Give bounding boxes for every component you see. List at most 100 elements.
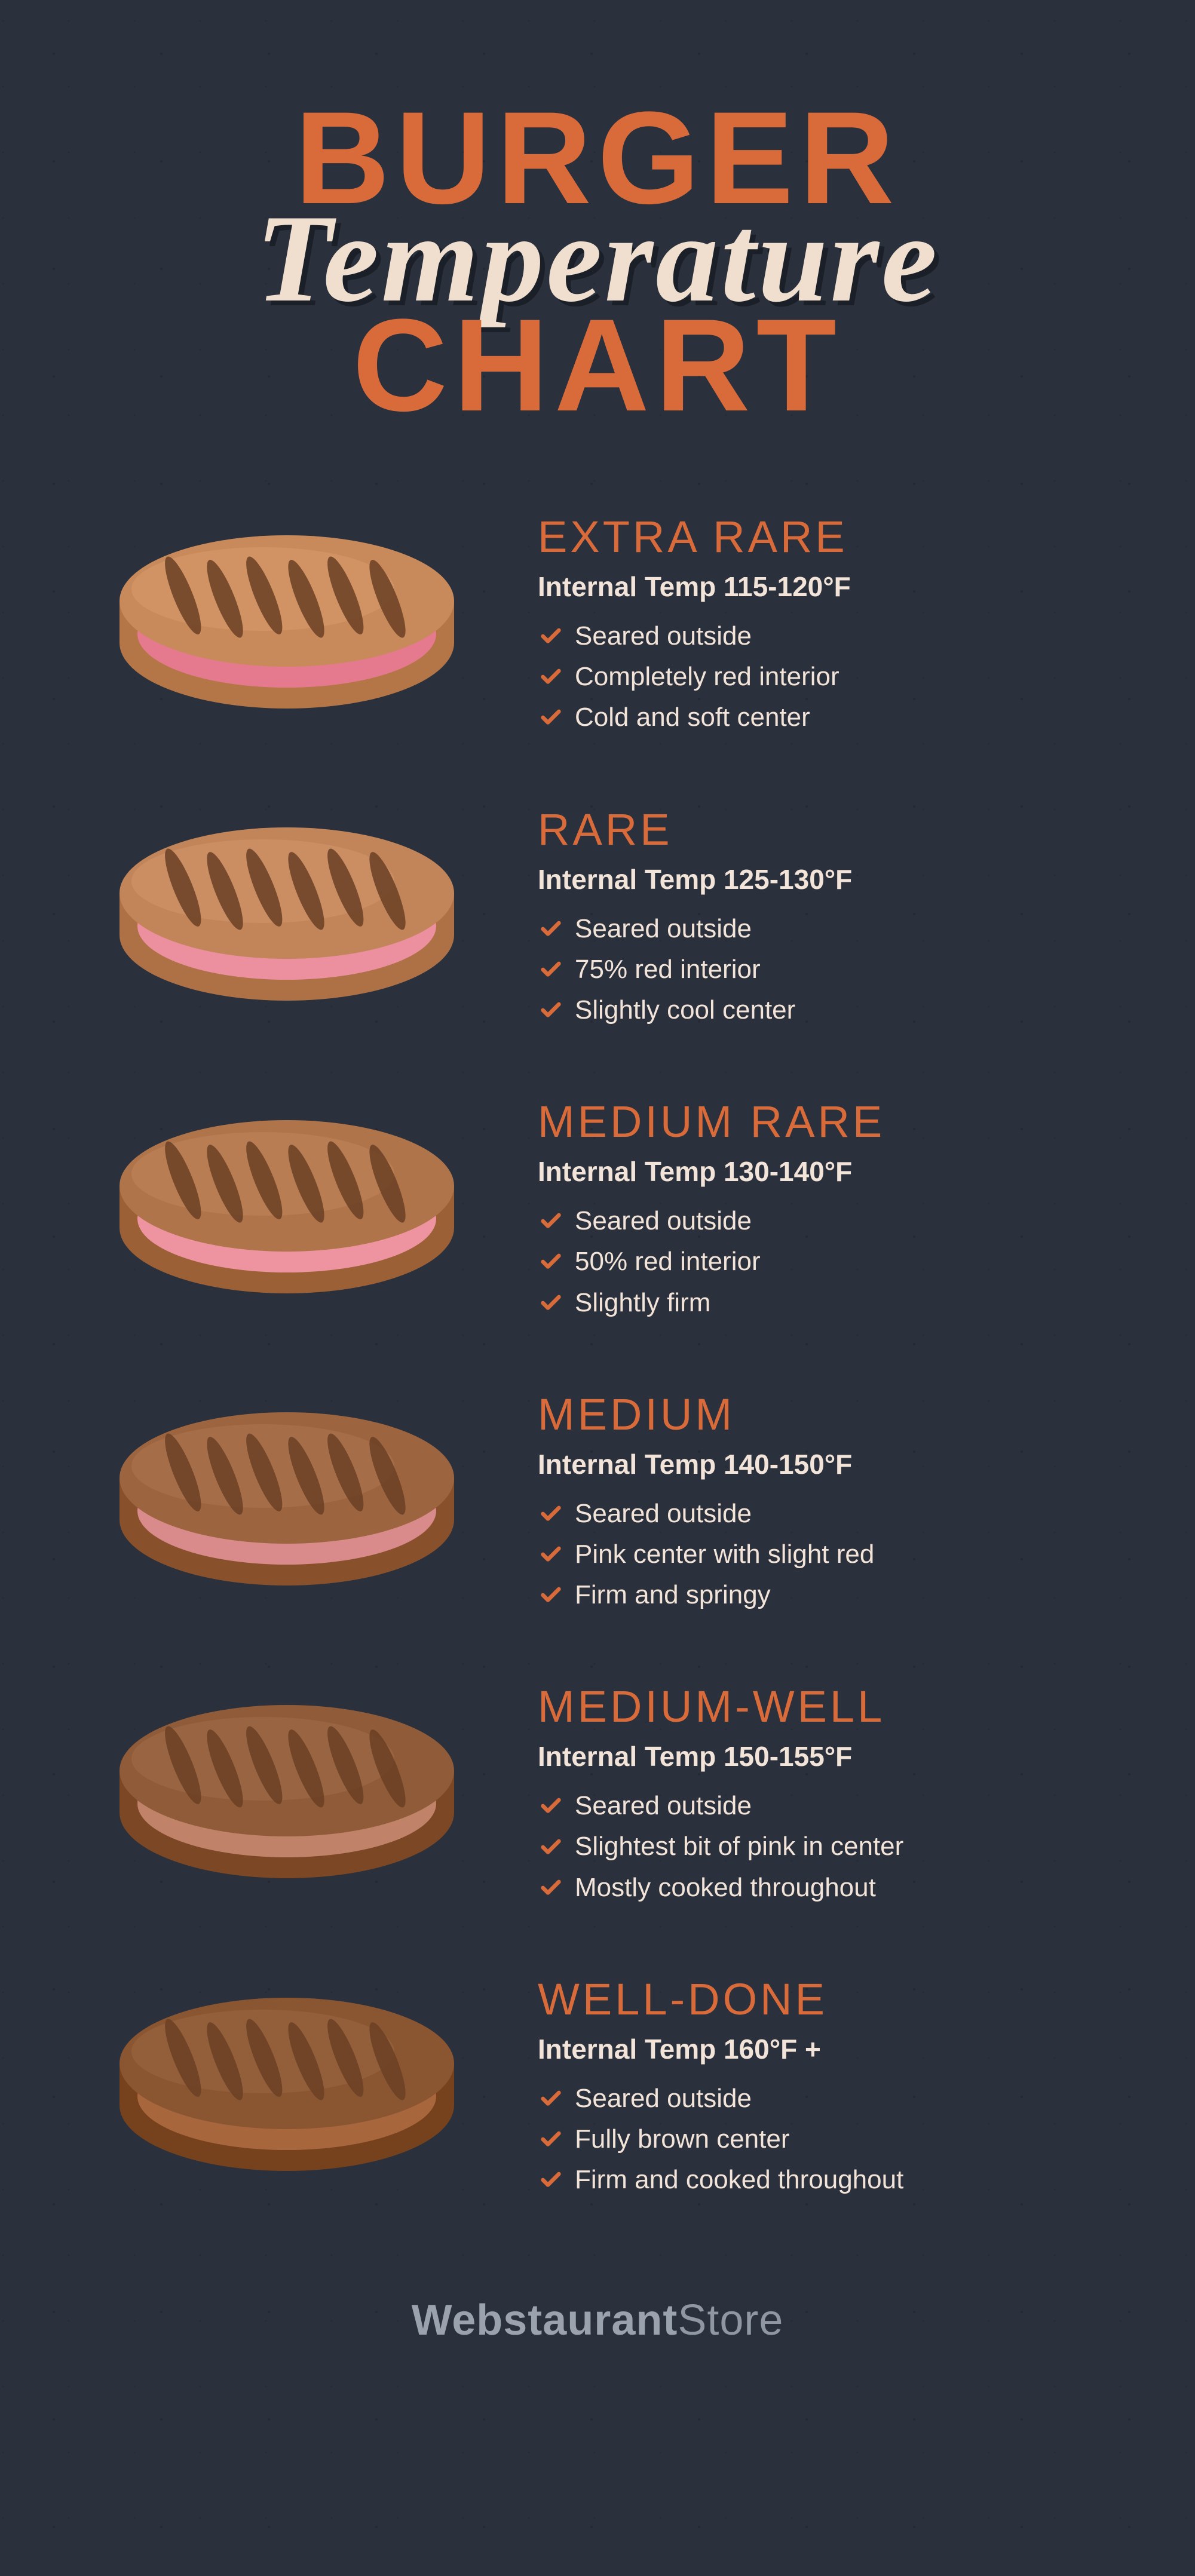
check-icon	[539, 1209, 563, 1233]
doneness-info: MEDIUM-WELL Internal Temp 150-155°F Seare…	[538, 1681, 1111, 1908]
footer-part2: Store	[678, 2296, 783, 2344]
doneness-bullet: Seared outside	[538, 1494, 1111, 1534]
doneness-name: MEDIUM-WELL	[538, 1681, 1111, 1732]
patty-illustration	[84, 1102, 490, 1317]
bullet-text: Firm and springy	[575, 1575, 771, 1615]
patty-icon	[102, 1687, 472, 1902]
bullet-text: Completely red interior	[575, 657, 839, 697]
doneness-info: WELL-DONE Internal Temp 160°F + Seared ou…	[538, 1974, 1111, 2201]
check-icon	[538, 1501, 564, 1527]
doneness-temp: Internal Temp 125-130°F	[538, 863, 1111, 896]
doneness-info: MEDIUMInternal Temp 140-150°F Seared out…	[538, 1389, 1111, 1616]
patty-icon	[102, 1102, 472, 1317]
bullet-text: Seared outside	[575, 616, 752, 657]
doneness-row: MEDIUM RAREInternal Temp 130-140°F Seare…	[84, 1096, 1111, 1323]
check-icon	[539, 2168, 563, 2192]
doneness-bullet: 75% red interior	[538, 949, 1111, 990]
bullet-text: 50% red interior	[575, 1241, 761, 1282]
doneness-bullet: Seared outside	[538, 1786, 1111, 1826]
check-icon	[539, 1794, 563, 1818]
doneness-bullet: 50% red interior	[538, 1241, 1111, 1282]
patty-illustration	[84, 1687, 490, 1902]
check-icon	[539, 1250, 563, 1274]
title-line-3: CHART	[84, 303, 1111, 428]
doneness-row: MEDIUMInternal Temp 140-150°F Seared out…	[84, 1389, 1111, 1616]
doneness-name: EXTRA RARE	[538, 511, 1111, 562]
doneness-bullets: Seared outside Completely red interior C…	[538, 616, 1111, 738]
doneness-rows: EXTRA RAREInternal Temp 115-120°F Seared…	[84, 511, 1111, 2200]
doneness-bullet: Pink center with slight red	[538, 1534, 1111, 1575]
doneness-row: RARE Internal Temp 125-130°F Seared outsi…	[84, 804, 1111, 1031]
bullet-text: Seared outside	[575, 2078, 752, 2119]
doneness-bullet: Slightly firm	[538, 1283, 1111, 1323]
check-icon	[538, 916, 564, 942]
check-icon	[538, 1793, 564, 1819]
patty-illustration	[84, 809, 490, 1025]
doneness-bullet: Slightly cool center	[538, 990, 1111, 1031]
doneness-bullet: Seared outside	[538, 616, 1111, 657]
doneness-temp: Internal Temp 160°F +	[538, 2033, 1111, 2065]
footer-part1: Webstaurant	[412, 2296, 678, 2344]
doneness-bullet: Seared outside	[538, 1201, 1111, 1241]
doneness-bullet: Completely red interior	[538, 657, 1111, 697]
bullet-text: 75% red interior	[575, 949, 761, 990]
doneness-row: WELL-DONE Internal Temp 160°F + Seared ou…	[84, 1974, 1111, 2201]
doneness-name: MEDIUM RARE	[538, 1096, 1111, 1147]
check-icon	[539, 1291, 563, 1315]
bullet-text: Slightly cool center	[575, 990, 795, 1031]
bullet-text: Seared outside	[575, 909, 752, 949]
check-icon	[538, 1208, 564, 1234]
doneness-bullets: Seared outside 75% red interior Slightly…	[538, 909, 1111, 1031]
doneness-bullets: Seared outside 50% red interior Slightly…	[538, 1201, 1111, 1323]
check-icon	[539, 2087, 563, 2111]
check-icon	[538, 1875, 564, 1901]
check-icon	[539, 1835, 563, 1859]
check-icon	[539, 2127, 563, 2151]
doneness-name: RARE	[538, 804, 1111, 855]
doneness-info: EXTRA RAREInternal Temp 115-120°F Seared…	[538, 511, 1111, 738]
check-icon	[538, 2086, 564, 2112]
check-icon	[538, 1834, 564, 1860]
doneness-info: MEDIUM RAREInternal Temp 130-140°F Seare…	[538, 1096, 1111, 1323]
check-icon	[539, 1876, 563, 1900]
bullet-text: Pink center with slight red	[575, 1534, 874, 1575]
check-icon	[538, 623, 564, 649]
check-icon	[538, 704, 564, 731]
doneness-bullets: Seared outside Pink center with slight r…	[538, 1494, 1111, 1616]
footer-brand: WebstaurantStore	[84, 2296, 1111, 2345]
doneness-bullet: Mostly cooked throughout	[538, 1867, 1111, 1908]
infographic-container: BURGER Temperature CHART EXTRA RAREInter…	[0, 0, 1195, 2405]
doneness-bullet: Seared outside	[538, 2078, 1111, 2119]
bullet-text: Fully brown center	[575, 2119, 789, 2160]
bullet-text: Seared outside	[575, 1786, 752, 1826]
patty-icon	[102, 1394, 472, 1609]
doneness-temp: Internal Temp 150-155°F	[538, 1740, 1111, 1772]
patty-icon	[102, 1980, 472, 2195]
doneness-bullet: Slightest bit of pink in center	[538, 1826, 1111, 1867]
check-icon	[538, 997, 564, 1023]
bullet-text: Slightly firm	[575, 1283, 710, 1323]
patty-icon	[102, 809, 472, 1025]
doneness-temp: Internal Temp 140-150°F	[538, 1448, 1111, 1480]
doneness-bullet: Firm and cooked throughout	[538, 2160, 1111, 2200]
bullet-text: Seared outside	[575, 1494, 752, 1534]
bullet-text: Mostly cooked throughout	[575, 1867, 876, 1908]
check-icon	[538, 2126, 564, 2152]
doneness-info: RARE Internal Temp 125-130°F Seared outsi…	[538, 804, 1111, 1031]
doneness-bullet: Cold and soft center	[538, 697, 1111, 738]
check-icon	[539, 665, 563, 689]
doneness-row: EXTRA RAREInternal Temp 115-120°F Seared…	[84, 511, 1111, 738]
patty-illustration	[84, 1980, 490, 2195]
check-icon	[538, 1582, 564, 1608]
bullet-text: Seared outside	[575, 1201, 752, 1241]
check-icon	[538, 2167, 564, 2193]
doneness-row: MEDIUM-WELL Internal Temp 150-155°F Seare…	[84, 1681, 1111, 1908]
patty-illustration	[84, 1394, 490, 1609]
doneness-name: WELL-DONE	[538, 1974, 1111, 2025]
check-icon	[539, 917, 563, 941]
check-icon	[539, 1502, 563, 1526]
check-icon	[538, 956, 564, 983]
bullet-text: Slightest bit of pink in center	[575, 1826, 903, 1867]
check-icon	[538, 1290, 564, 1316]
check-icon	[539, 706, 563, 729]
